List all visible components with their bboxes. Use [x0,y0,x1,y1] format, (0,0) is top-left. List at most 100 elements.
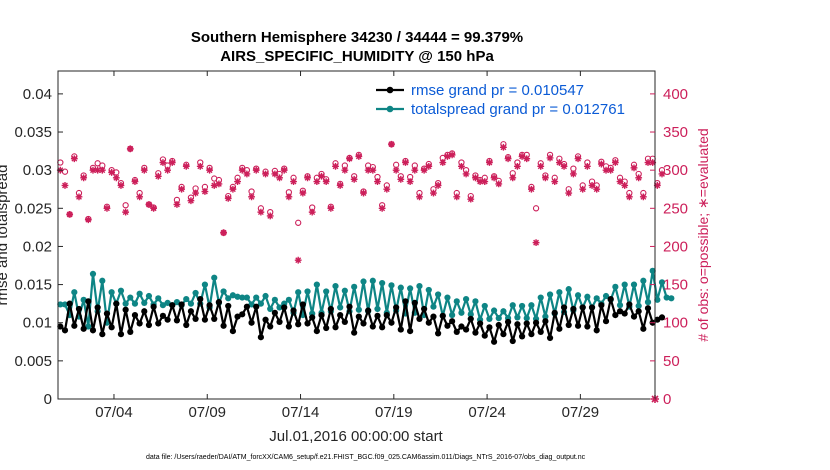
totalspread-point [337,304,344,311]
rmse-point [504,318,512,326]
totalspread-point [108,289,115,296]
totalspread-point [225,295,232,302]
rmse-point [495,321,502,329]
rmse-point [509,337,516,345]
totalspread-point [183,295,190,303]
rmse-point [285,323,292,330]
rmse-point [472,329,479,336]
rmse-point [444,322,451,329]
rmse-point [220,322,227,329]
obs-evaluated-marker [644,159,652,166]
totalspread-point [435,291,442,298]
rmse-point [458,323,465,330]
obs-evaluated-marker [178,185,185,193]
rmse-point [57,323,64,330]
obs-evaluated-marker [574,155,582,163]
obs-evaluated-marker [112,174,120,182]
rmse-point [234,313,241,320]
obs-evaluated-marker [271,170,279,178]
obs-evaluated-marker [467,195,475,203]
y-right-tick-label: 400 [663,86,688,103]
legend: rmse grand pr = 0.010547 totalspread gra… [376,82,625,118]
totalspread-point [141,299,148,306]
totalspread-point [369,277,376,284]
rmse-point [332,324,339,331]
obs-evaluated-marker [201,188,209,195]
obs-evaluated-marker [266,212,274,220]
rmse-point [644,305,652,312]
rmse-point [337,311,344,319]
rmse-point [556,325,563,332]
obs-evaluated-marker [569,170,577,178]
totalspread-point [295,289,302,296]
obs-evaluated-marker [243,170,251,178]
obs-evaluated-marker [635,174,643,182]
rmse-point [416,315,423,323]
obs-evaluated-marker [616,178,624,186]
totalspread-point [486,315,493,323]
obs-evaluated-marker [509,174,517,182]
totalspread-point [155,295,162,302]
totalspread-point [234,293,241,300]
obs-evaluated-marker [388,140,395,148]
totalspread-point [621,281,628,288]
x-tick-label: 07/14 [282,404,320,421]
obs-evaluated-marker [551,178,559,186]
obs-evaluated-marker [145,201,153,208]
totalspread-point [313,281,320,288]
rmse-point [173,317,181,324]
obs-evaluated-marker [472,174,479,182]
rmse-point [374,312,381,319]
rmse-point [654,316,661,323]
totalspread-point [458,309,465,316]
rmse-point [518,333,526,340]
rmse-point [570,305,577,313]
rmse-point [430,313,437,320]
rmse-point [542,318,549,325]
data-file-footer: data file: /Users/raeder/DAI/ATM_forcXX/… [146,454,586,461]
y-right-tick-label: 150 [663,277,688,294]
rmse-point [560,304,568,311]
rmse-point [579,304,586,311]
rmse-point [490,338,498,345]
totalspread-point [164,299,171,306]
obs-evaluated-marker [234,178,241,186]
y-right-tick-label: 100 [663,315,688,332]
totalspread-point [635,302,642,310]
obs-evaluated-marker [453,193,461,201]
rmse-point [155,320,162,327]
rmse-point [658,314,666,321]
totalspread-point [500,308,507,315]
obs-evaluated-marker [500,143,507,151]
totalspread-point [546,291,554,298]
obs-evaluated-marker [238,166,246,174]
rmse-point [127,328,134,335]
rmse-point [616,308,624,315]
totalspread-point [211,274,218,281]
totalspread-point [416,283,423,290]
rmse-point [94,304,101,311]
rmse-point [299,301,306,308]
totalspread-point [593,295,600,302]
y-left-tick-label: 0 [44,391,52,408]
totalspread-point [173,299,181,306]
rmse-point [276,318,283,326]
totalspread-point [528,302,535,309]
y-axis-right-label: # of obs: o=possible; ∗=evaluated [695,128,711,341]
obs-evaluated-marker [402,159,409,166]
rmse-point [201,316,209,323]
obs-evaluated-marker [420,166,428,174]
rmse-point [635,308,642,315]
rmse-point [267,323,274,330]
obs-evaluated-marker [164,166,172,174]
obs-evaluated-marker [313,178,321,186]
obs-evaluated-marker [84,216,92,224]
totalspread-point [472,298,479,305]
rmse-point [546,334,554,342]
rmse-point [565,321,572,329]
obs-evaluated-marker [411,166,419,174]
totalspread-point [267,305,274,313]
obs-possible-marker [122,202,129,209]
obs-evaluated-marker [514,162,521,170]
rmse-point [313,328,320,335]
